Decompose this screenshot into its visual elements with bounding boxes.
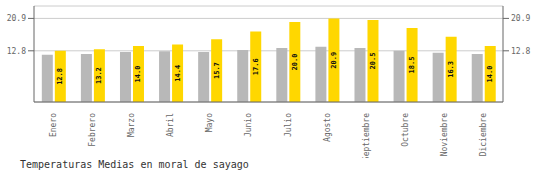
svg-text:20.5: 20.5 xyxy=(369,53,377,70)
svg-text:Febrero: Febrero xyxy=(88,113,97,147)
svg-text:20.9: 20.9 xyxy=(8,14,26,23)
svg-text:Noviembre: Noviembre xyxy=(440,113,449,157)
svg-text:14.0: 14.0 xyxy=(134,66,142,83)
svg-text:Abril: Abril xyxy=(166,113,175,137)
svg-text:Diciembre: Diciembre xyxy=(479,113,488,157)
svg-text:12.8: 12.8 xyxy=(56,68,64,85)
svg-text:Junio: Junio xyxy=(244,113,253,137)
svg-text:12.8: 12.8 xyxy=(511,47,529,56)
svg-text:17.6: 17.6 xyxy=(252,58,260,75)
svg-text:12.8: 12.8 xyxy=(8,47,26,56)
svg-text:Mayo: Mayo xyxy=(205,113,214,132)
svg-text:Septiembre: Septiembre xyxy=(362,113,371,158)
svg-text:15.7: 15.7 xyxy=(213,62,221,79)
svg-text:Enero: Enero xyxy=(49,113,58,137)
svg-text:Octubre: Octubre xyxy=(401,113,410,147)
svg-text:Julio: Julio xyxy=(284,113,293,137)
svg-text:18.5: 18.5 xyxy=(408,57,416,74)
svg-text:14.0: 14.0 xyxy=(486,66,494,83)
html-text:Temperaturas Medias en moral d: Temperaturas Medias en moral de sayago xyxy=(20,159,249,170)
svg-text:Marzo: Marzo xyxy=(127,113,136,137)
svg-text:16.3: 16.3 xyxy=(447,61,455,78)
svg-text:Agosto: Agosto xyxy=(323,113,332,142)
svg-text:20.9: 20.9 xyxy=(511,14,529,23)
svg-text:14.4: 14.4 xyxy=(174,65,182,82)
svg-text:20.9: 20.9 xyxy=(330,52,338,69)
svg-text:20.0: 20.0 xyxy=(291,54,299,71)
svg-text:13.2: 13.2 xyxy=(95,67,103,84)
